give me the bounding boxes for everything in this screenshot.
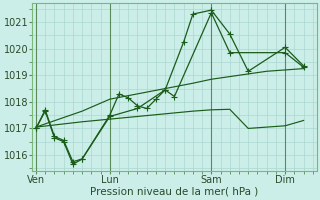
X-axis label: Pression niveau de la mer( hPa ): Pression niveau de la mer( hPa ) xyxy=(90,187,259,197)
